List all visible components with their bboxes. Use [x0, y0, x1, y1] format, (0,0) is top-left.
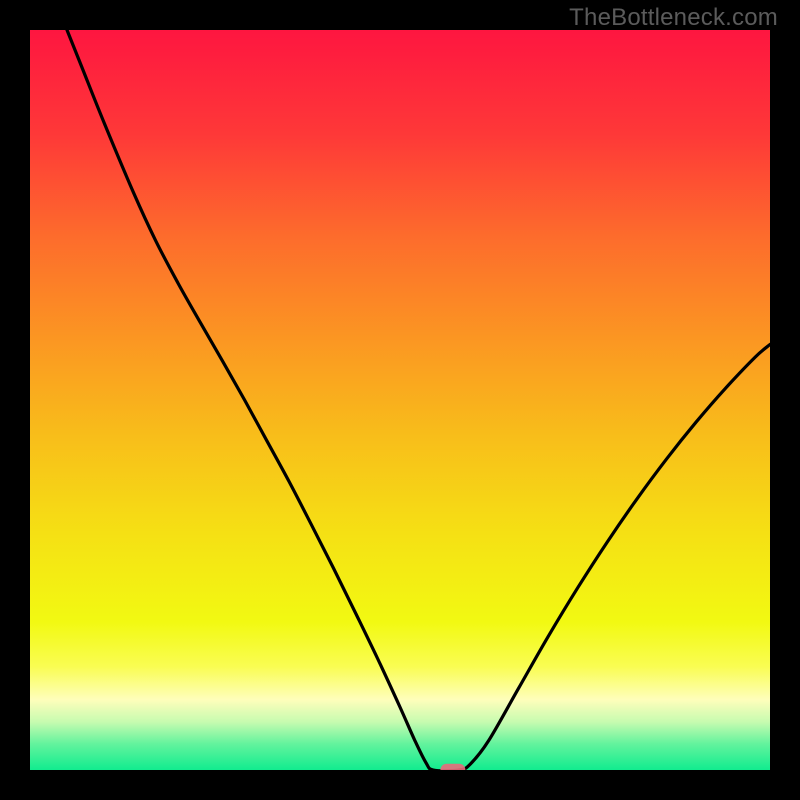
watermark-label: TheBottleneck.com [569, 4, 778, 32]
plot-area [30, 30, 770, 770]
bottleneck-curve [30, 30, 770, 770]
optimal-point-marker [441, 764, 466, 770]
chart-stage: TheBottleneck.com [0, 0, 800, 800]
